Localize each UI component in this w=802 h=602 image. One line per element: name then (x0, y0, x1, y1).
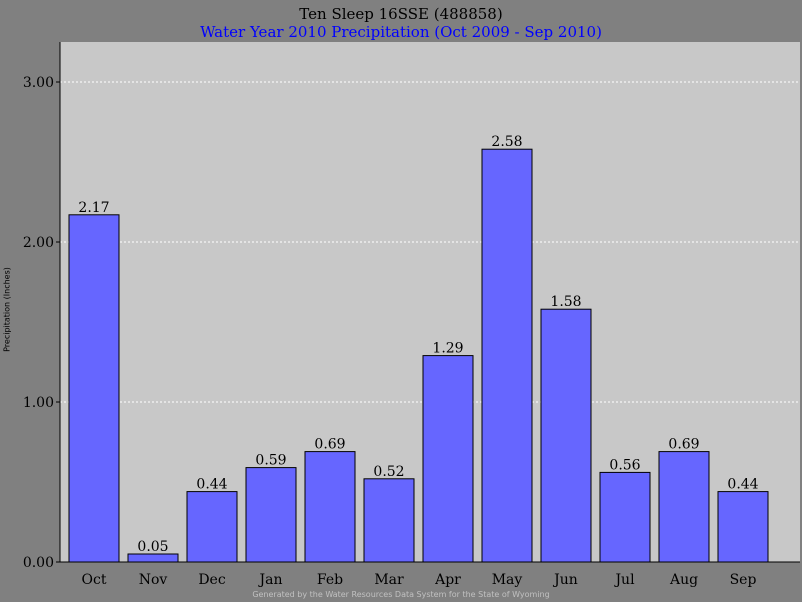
x-ticks-group: Oct Nov Dec Jan Feb Mar Apr May Jun Jul Aug Sep (82, 572, 757, 588)
bar-value-label: 2.17 (78, 200, 109, 216)
x-tick-label: Apr (434, 572, 461, 588)
x-tick-label: Jul (613, 572, 635, 588)
bar-value-label: 0.52 (373, 464, 404, 480)
bar (363, 478, 415, 563)
bar (658, 451, 710, 563)
y-tick-label: 2.00 (23, 235, 54, 251)
bar-value-label: 0.56 (609, 457, 640, 473)
y-tick-label: 0.00 (23, 555, 54, 571)
bar (68, 214, 120, 563)
bar (245, 467, 297, 563)
bar (540, 308, 592, 563)
bar-value-label: 1.29 (432, 341, 463, 357)
bar-value-label: 0.69 (668, 437, 699, 453)
chart-title: Ten Sleep 16SSE (488858) (299, 5, 503, 23)
bar-value-label: 0.44 (196, 477, 227, 493)
bar-value-label: 0.44 (727, 477, 758, 493)
chart-subtitle: Water Year 2010 Precipitation (Oct 2009 … (200, 23, 602, 41)
bar-value-label: 1.58 (550, 294, 581, 310)
y-tick-label: 3.00 (23, 75, 54, 91)
footer-credit: Generated by the Water Resources Data Sy… (252, 590, 550, 599)
bar (481, 148, 533, 563)
x-tick-label: Jan (258, 572, 283, 588)
bar-value-label: 0.05 (137, 539, 168, 555)
y-tick-label: 1.00 (23, 395, 54, 411)
x-tick-label: Sep (730, 572, 757, 588)
y-ticks-group: 0.00 1.00 2.00 3.00 (23, 75, 60, 571)
x-tick-label: Jun (552, 572, 578, 588)
bar (717, 491, 769, 563)
x-tick-label: Nov (139, 572, 168, 588)
bar (127, 553, 179, 563)
x-tick-label: May (492, 572, 523, 588)
bar (186, 491, 238, 563)
x-tick-label: Dec (198, 572, 226, 588)
x-tick-label: Oct (82, 572, 107, 588)
x-tick-label: Aug (669, 572, 698, 588)
value-labels-group: 2.17 0.05 0.44 0.59 0.69 0.52 1.29 2.58 1.58 0.56… (78, 134, 758, 555)
bar (304, 451, 356, 563)
bar-value-label: 0.59 (255, 453, 286, 469)
bar (422, 355, 474, 563)
x-tick-label: Mar (374, 572, 404, 588)
bar-value-label: 0.69 (314, 437, 345, 453)
bar (599, 471, 651, 563)
bar-value-label: 2.58 (491, 134, 522, 150)
x-tick-label: Feb (317, 572, 343, 588)
